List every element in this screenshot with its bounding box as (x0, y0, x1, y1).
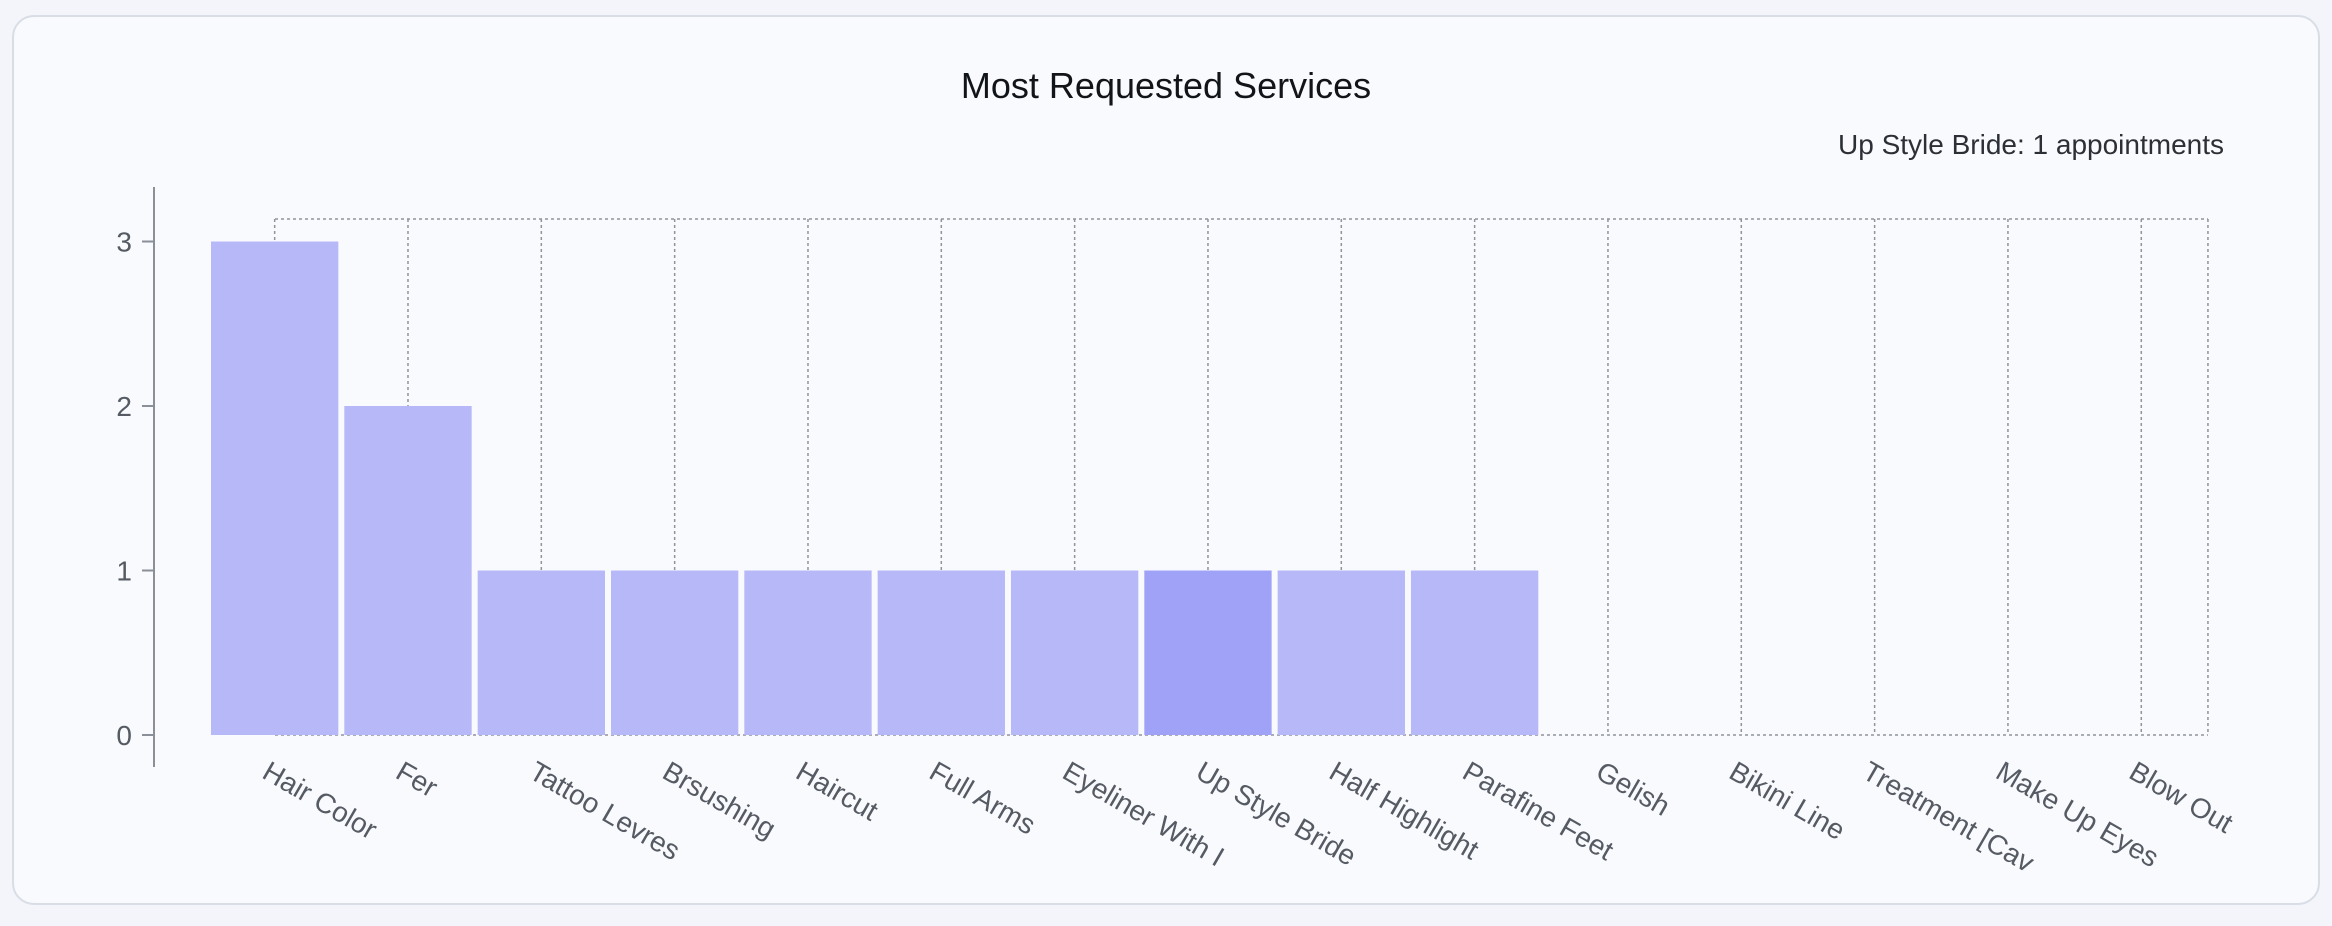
bar[interactable] (1410, 570, 1539, 736)
y-tick-label: 1 (116, 556, 132, 587)
bar[interactable] (477, 570, 605, 736)
bar[interactable] (211, 241, 339, 736)
x-tick-label: Hair Color (258, 755, 383, 845)
x-tick-label: Bikini Line (1724, 755, 1850, 846)
y-tick-label: 3 (116, 227, 132, 258)
chart-title: Most Requested Services (960, 65, 1372, 106)
x-tick-label: Fer (391, 755, 443, 803)
chart-card: Most Requested Services Up Style Bride: … (12, 15, 2320, 905)
bar[interactable] (610, 570, 739, 736)
x-tick-label: Tattoo Levres (524, 755, 685, 866)
bar-active[interactable] (1144, 570, 1272, 736)
x-tick-label: Parafine Feet (1458, 755, 1619, 866)
x-tick-label: Brsushing (658, 755, 781, 844)
y-tick-label: 2 (116, 391, 132, 422)
chart-tooltip: Up Style Bride: 1 appointments (1838, 129, 2224, 160)
x-tick-label: Haircut (791, 755, 883, 826)
x-tick-label: Blow Out (2124, 755, 2238, 839)
x-tick-label: Full Arms (924, 755, 1041, 840)
bar[interactable] (1010, 570, 1139, 736)
y-tick-label: 0 (116, 720, 132, 751)
bar[interactable] (744, 570, 872, 736)
x-tick-label: Gelish (1591, 755, 1675, 822)
bar[interactable] (344, 406, 472, 735)
bar[interactable] (1277, 570, 1405, 736)
bar[interactable] (877, 570, 1005, 736)
